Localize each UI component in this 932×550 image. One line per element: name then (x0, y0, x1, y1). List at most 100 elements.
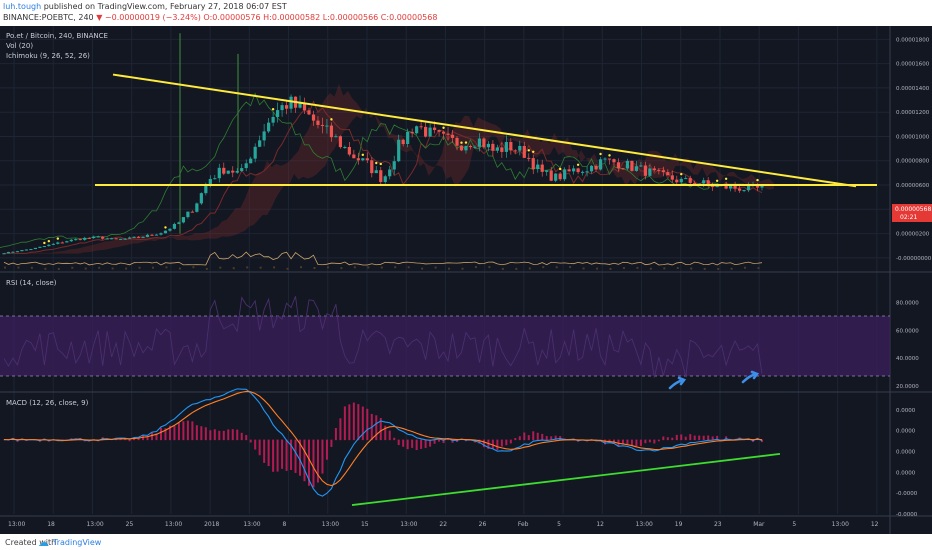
x-tick-label: 8 (283, 521, 287, 528)
signal-dot (680, 172, 683, 176)
rsi-tick-label: 40.0000 (896, 356, 919, 362)
volume-line (3, 251, 763, 266)
candle-body (101, 236, 105, 239)
macd-histogram-bar (716, 435, 719, 441)
signal-dot (527, 149, 530, 152)
volume-bar (676, 267, 679, 270)
candle-body (343, 146, 347, 148)
volume-bar (407, 266, 410, 269)
volume-bar (259, 266, 262, 269)
macd-histogram-bar (518, 436, 521, 441)
candle-body (199, 193, 203, 204)
macd-histogram-bar (550, 436, 553, 441)
macd-histogram-bar (612, 439, 615, 444)
candle-body (464, 145, 468, 151)
candle-body (2, 253, 6, 255)
candle-body (621, 168, 625, 170)
macd-histogram-bar (159, 427, 162, 441)
macd-histogram-bar (411, 439, 414, 448)
candle-body (96, 236, 100, 238)
candle-body (706, 180, 710, 185)
macd-histogram-bar (657, 439, 660, 442)
macd-tick-label: 0.0000 (896, 429, 916, 435)
macd-histogram-bar (366, 408, 369, 441)
x-tick-label: 23 (714, 521, 722, 528)
x-tick-label: 13:00 (400, 521, 417, 528)
arrow-up-right-icon (741, 370, 760, 384)
volume-bar (138, 266, 141, 269)
macd-histogram-bar (177, 423, 180, 441)
macd-histogram-bar (639, 439, 642, 446)
rsi-line (3, 296, 763, 378)
volume-bar (690, 267, 693, 270)
signal-dot (608, 154, 611, 157)
macd-histogram-bar (213, 429, 216, 441)
x-tick-label: 12 (871, 521, 879, 528)
chart-area[interactable]: 0.00001800 0.00001600 0.00001400 0.00001200… (0, 26, 932, 534)
candle-body (334, 136, 338, 138)
candle-body (675, 179, 679, 183)
candle-body (302, 103, 307, 111)
x-tick-label: 5 (792, 521, 796, 528)
candle-body (666, 172, 670, 176)
volume-bar (367, 266, 370, 269)
macd-histogram-bar (151, 432, 154, 441)
x-tick-label: 18 (47, 521, 55, 528)
macd-histogram-bar (532, 431, 535, 441)
macd-histogram-bar (415, 439, 418, 451)
candle-body (441, 131, 446, 134)
candle-body (168, 228, 172, 231)
legend-ichimoku: Ichimoku (9, 26, 52, 26) (6, 52, 90, 60)
candle-body (244, 163, 248, 169)
candle-body (226, 170, 230, 174)
candle-body (657, 170, 661, 172)
signal-dot (576, 163, 580, 166)
macd-histogram-bar (707, 435, 710, 441)
author-link[interactable]: luh.tough (3, 2, 42, 11)
published-text: published on TradingView.com, February 2… (43, 2, 287, 11)
candle-body (311, 114, 316, 121)
x-tick-label: 13:00 (8, 521, 25, 528)
candle-body (316, 120, 320, 125)
macd-histogram-bar (173, 425, 176, 441)
candle-body (495, 147, 499, 151)
macd-histogram-bar (312, 439, 315, 488)
volume-bar (152, 266, 155, 269)
macd-histogram-bar (500, 439, 503, 447)
signal-dot (532, 150, 535, 153)
macd-histogram-bar (137, 437, 140, 441)
volume-bar (488, 266, 491, 269)
macd-histogram-bar (482, 439, 485, 448)
signal-dot (464, 141, 468, 144)
candle-body (119, 238, 123, 240)
candle-body (729, 185, 733, 189)
macd-histogram-bar (245, 435, 248, 441)
macd-histogram-bar (626, 439, 629, 445)
macd-histogram-bar (294, 439, 297, 473)
legend-rsi: RSI (14, close) (6, 279, 57, 287)
y-tick-label: 0.00001400 (896, 86, 930, 92)
candle-body (630, 160, 634, 171)
signal-dot (558, 167, 562, 171)
candle-body (208, 178, 212, 186)
price-badge-value: 0.00000568 (895, 206, 931, 213)
macd-histogram-bar (330, 439, 333, 447)
macd-histogram-bar (447, 439, 450, 441)
candle-body (163, 230, 168, 234)
candle-body (598, 159, 603, 170)
volume-bar (4, 266, 6, 269)
candle-body (159, 233, 163, 235)
volume-bar (542, 266, 545, 269)
candle-body (329, 125, 334, 138)
candle-body (347, 146, 351, 155)
x-tick-label: 22 (439, 521, 447, 528)
macd-histogram-bar (384, 425, 387, 441)
rsi-band (0, 316, 890, 376)
chart-svg[interactable]: 0.00001800 0.00001600 0.00001400 0.00001200… (0, 26, 932, 534)
candle-body (648, 168, 652, 176)
footer-brand-link[interactable]: TradingView (53, 538, 102, 547)
volume-bar (286, 267, 289, 270)
volume-bar (71, 266, 74, 269)
candle-body (127, 237, 132, 239)
candle-body (415, 126, 419, 134)
